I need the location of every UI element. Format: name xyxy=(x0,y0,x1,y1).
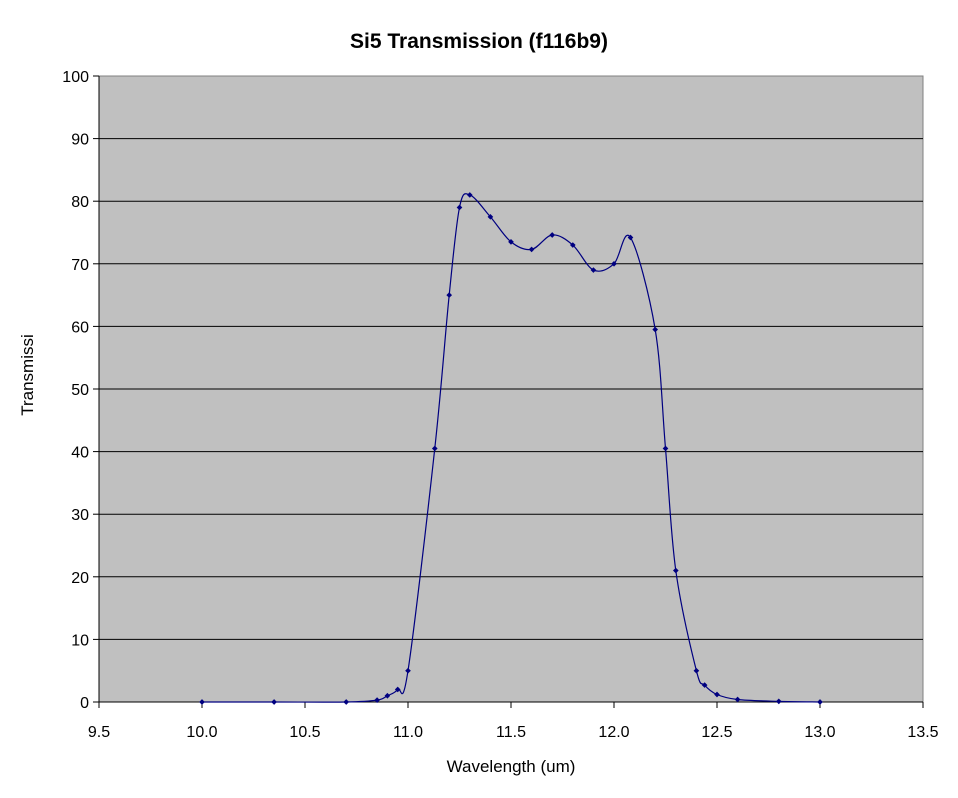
y-tick-label: 10 xyxy=(71,632,89,649)
data-point xyxy=(693,667,700,674)
data-point xyxy=(487,214,494,220)
data-point xyxy=(549,232,556,238)
y-tick-label: 60 xyxy=(71,319,89,336)
gridlines xyxy=(99,138,923,640)
data-point xyxy=(384,692,391,699)
y-tick-label: 70 xyxy=(71,257,89,274)
data-point xyxy=(528,246,535,253)
data-point xyxy=(199,699,205,705)
data-point xyxy=(343,699,350,705)
x-tick-label: 10.0 xyxy=(186,724,217,741)
y-tick-label: 0 xyxy=(80,695,89,712)
data-point xyxy=(466,192,473,198)
data-point xyxy=(271,699,277,705)
x-tick-labels: 9.5 10.0 10.5 11.0 11.5 12.0 12.5 13.0 13.5 xyxy=(88,724,939,741)
chart-title: Si5 Transmission (f116b9) xyxy=(350,30,608,53)
x-tick-label: 13.5 xyxy=(907,724,938,741)
data-point xyxy=(405,667,411,674)
data-point xyxy=(590,267,597,273)
y-tick-label: 100 xyxy=(62,69,89,86)
data-point xyxy=(394,686,401,693)
x-tick-label: 11.5 xyxy=(496,724,526,741)
y-tick-label: 40 xyxy=(71,445,89,462)
data-point xyxy=(446,292,453,298)
data-point xyxy=(775,698,782,705)
data-point xyxy=(817,699,823,705)
y-tick-label: 30 xyxy=(71,507,89,524)
data-point xyxy=(627,234,634,241)
data-point xyxy=(611,260,617,267)
series-layer xyxy=(199,192,823,705)
data-point xyxy=(662,445,669,452)
data-point xyxy=(652,326,659,333)
data-point xyxy=(456,204,463,211)
y-tick-label: 20 xyxy=(71,570,89,587)
x-tick-label: 13.0 xyxy=(804,724,835,741)
x-tick-label: 12.5 xyxy=(701,724,732,741)
y-tick-label: 80 xyxy=(71,194,89,211)
data-point xyxy=(734,696,741,703)
data-point xyxy=(431,445,438,452)
y-tick-label: 90 xyxy=(71,132,89,149)
y-axis-label: Transmissi xyxy=(18,334,37,416)
x-axis-label: Wavelength (um) xyxy=(447,757,576,776)
data-point xyxy=(701,682,708,688)
y-tick-labels: 0 10 20 30 40 50 60 70 80 90 100 xyxy=(62,69,89,712)
data-point xyxy=(374,697,380,703)
data-point xyxy=(569,242,576,248)
y-tick-label: 50 xyxy=(71,382,89,399)
x-tick-label: 12.0 xyxy=(598,724,629,741)
data-point xyxy=(508,239,514,245)
data-point xyxy=(714,691,720,698)
data-point xyxy=(672,567,679,574)
x-tick-label: 10.5 xyxy=(289,724,320,741)
x-tick-label: 9.5 xyxy=(88,724,110,741)
x-tick-label: 11.0 xyxy=(393,724,423,741)
